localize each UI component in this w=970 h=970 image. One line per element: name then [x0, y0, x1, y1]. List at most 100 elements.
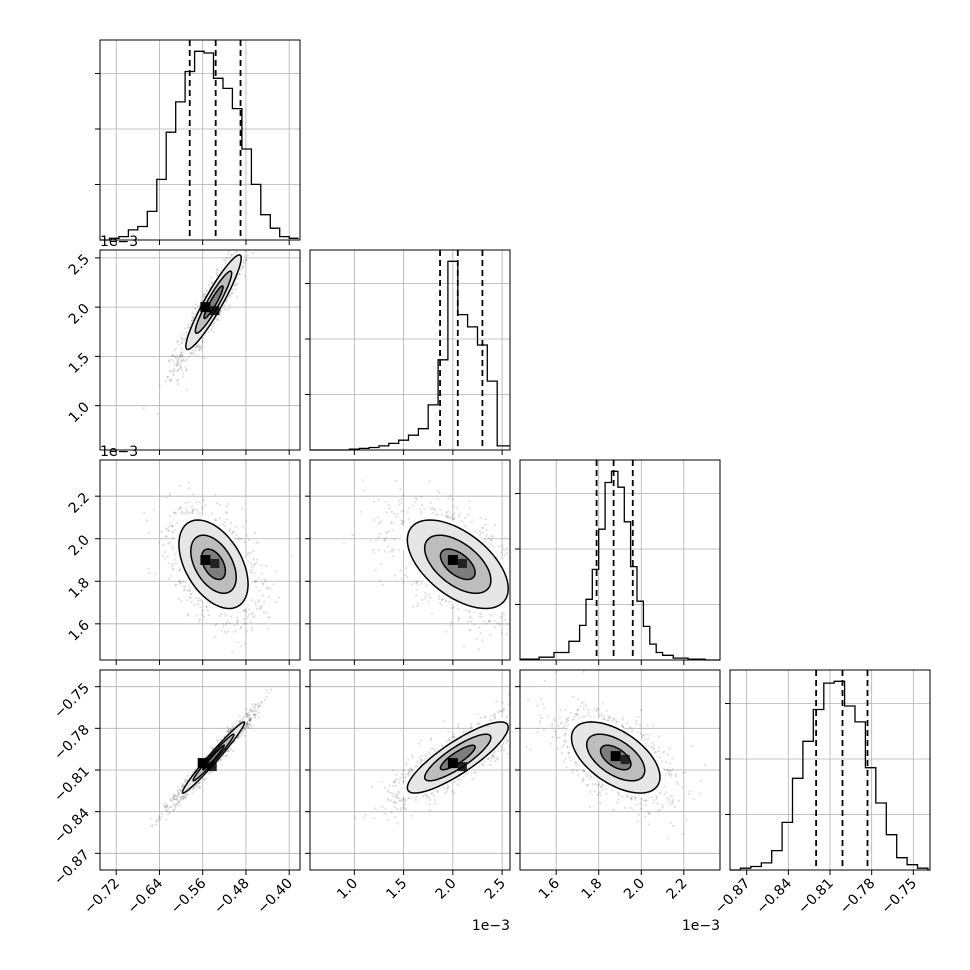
scatter-point — [257, 707, 260, 710]
scatter-point — [173, 355, 177, 358]
scatter-point — [214, 493, 217, 496]
scatter-point — [451, 518, 454, 521]
scatter-point — [175, 796, 178, 799]
scatter-point — [414, 501, 417, 504]
scatter-point — [181, 782, 184, 785]
scatter-point — [176, 361, 179, 364]
scatter-point — [225, 256, 228, 260]
scatter-point — [182, 585, 186, 588]
scatter-point — [201, 609, 204, 612]
scatter-point — [249, 708, 252, 712]
scatter-point — [244, 259, 247, 262]
scatter-point — [233, 530, 236, 533]
scatter-point — [488, 619, 491, 623]
scatter-point — [182, 796, 185, 799]
scatter-point — [415, 580, 418, 583]
scatter-point — [236, 616, 239, 619]
scatter-point — [176, 378, 179, 381]
scatter-point — [176, 360, 179, 363]
scatter-point — [457, 620, 460, 623]
scatter-point — [190, 592, 193, 596]
scatter-point — [263, 600, 266, 603]
scatter-point — [179, 353, 182, 356]
scatter-point — [197, 603, 200, 606]
scatter-point — [244, 250, 247, 253]
scatter-point — [178, 579, 181, 582]
scatter-point — [196, 345, 199, 348]
scatter-point — [173, 794, 176, 797]
scatter-point — [179, 361, 182, 364]
scatter-point — [224, 525, 227, 528]
scatter-point — [180, 512, 183, 515]
scatter-point — [193, 349, 197, 352]
scatter-point — [416, 581, 419, 584]
scatter-point — [160, 815, 163, 818]
scatter-point — [377, 516, 380, 519]
scatter-point — [197, 781, 200, 784]
scatter-point — [262, 610, 265, 614]
scatter-point — [237, 282, 240, 285]
scatter-point — [164, 551, 167, 554]
scatter-point — [177, 383, 180, 386]
scatter-point — [198, 618, 201, 621]
panel-1-1 — [310, 250, 510, 450]
scatter-point — [224, 754, 228, 758]
scatter-point — [404, 574, 407, 577]
scatter-point — [388, 507, 391, 510]
scatter-point — [218, 503, 221, 506]
scatter-point — [179, 506, 182, 509]
scatter-point — [255, 586, 258, 589]
scatter-point — [379, 532, 382, 536]
scatter-point — [252, 557, 255, 561]
scatter-point — [177, 355, 180, 358]
scatter-point — [464, 524, 467, 527]
panel-3-3 — [730, 670, 930, 870]
scatter-point — [452, 606, 455, 609]
scatter-point — [424, 597, 427, 600]
scatter-point — [180, 365, 183, 368]
scatter-point — [226, 308, 229, 311]
scatter-point — [167, 812, 170, 815]
scatter-point — [447, 510, 450, 513]
scatter-point — [218, 615, 222, 618]
scatter-point — [415, 594, 418, 597]
scatter-point — [165, 527, 168, 530]
scatter-point — [225, 614, 228, 617]
scatter-point — [391, 529, 394, 532]
scatter-point — [203, 292, 206, 295]
scatter-point — [171, 530, 174, 534]
scatter-point — [211, 747, 215, 750]
scatter-point — [259, 607, 262, 610]
scatter-point — [171, 525, 174, 528]
scatter-point — [445, 515, 448, 518]
scatter-point — [221, 523, 224, 527]
scatter-point — [478, 615, 481, 618]
scatter-point — [193, 604, 196, 607]
scatter-point — [458, 515, 461, 518]
scatter-point — [216, 501, 219, 505]
scatter-point — [179, 351, 182, 354]
scatter-point — [450, 606, 453, 610]
scatter-point — [392, 555, 395, 558]
scatter-point — [230, 521, 233, 525]
scatter-point — [278, 596, 281, 599]
scatter-point — [207, 331, 210, 334]
scatter-point — [260, 701, 263, 704]
scatter-point — [251, 716, 254, 719]
scatter-point — [181, 333, 184, 336]
scatter-point — [216, 268, 219, 271]
scatter-point — [187, 481, 191, 484]
scatter-point — [384, 532, 388, 535]
scatter-point — [192, 493, 195, 496]
scatter-point — [181, 338, 185, 342]
scatter-point — [250, 571, 253, 574]
scatter-point — [449, 624, 452, 627]
scatter-point — [172, 808, 175, 812]
scatter-point — [180, 355, 183, 358]
scatter-point — [499, 616, 502, 619]
scatter-point — [342, 542, 346, 545]
scatter-point — [384, 501, 387, 504]
scatter-point — [174, 528, 177, 532]
scatter-point — [236, 622, 239, 626]
scatter-point — [184, 365, 187, 368]
